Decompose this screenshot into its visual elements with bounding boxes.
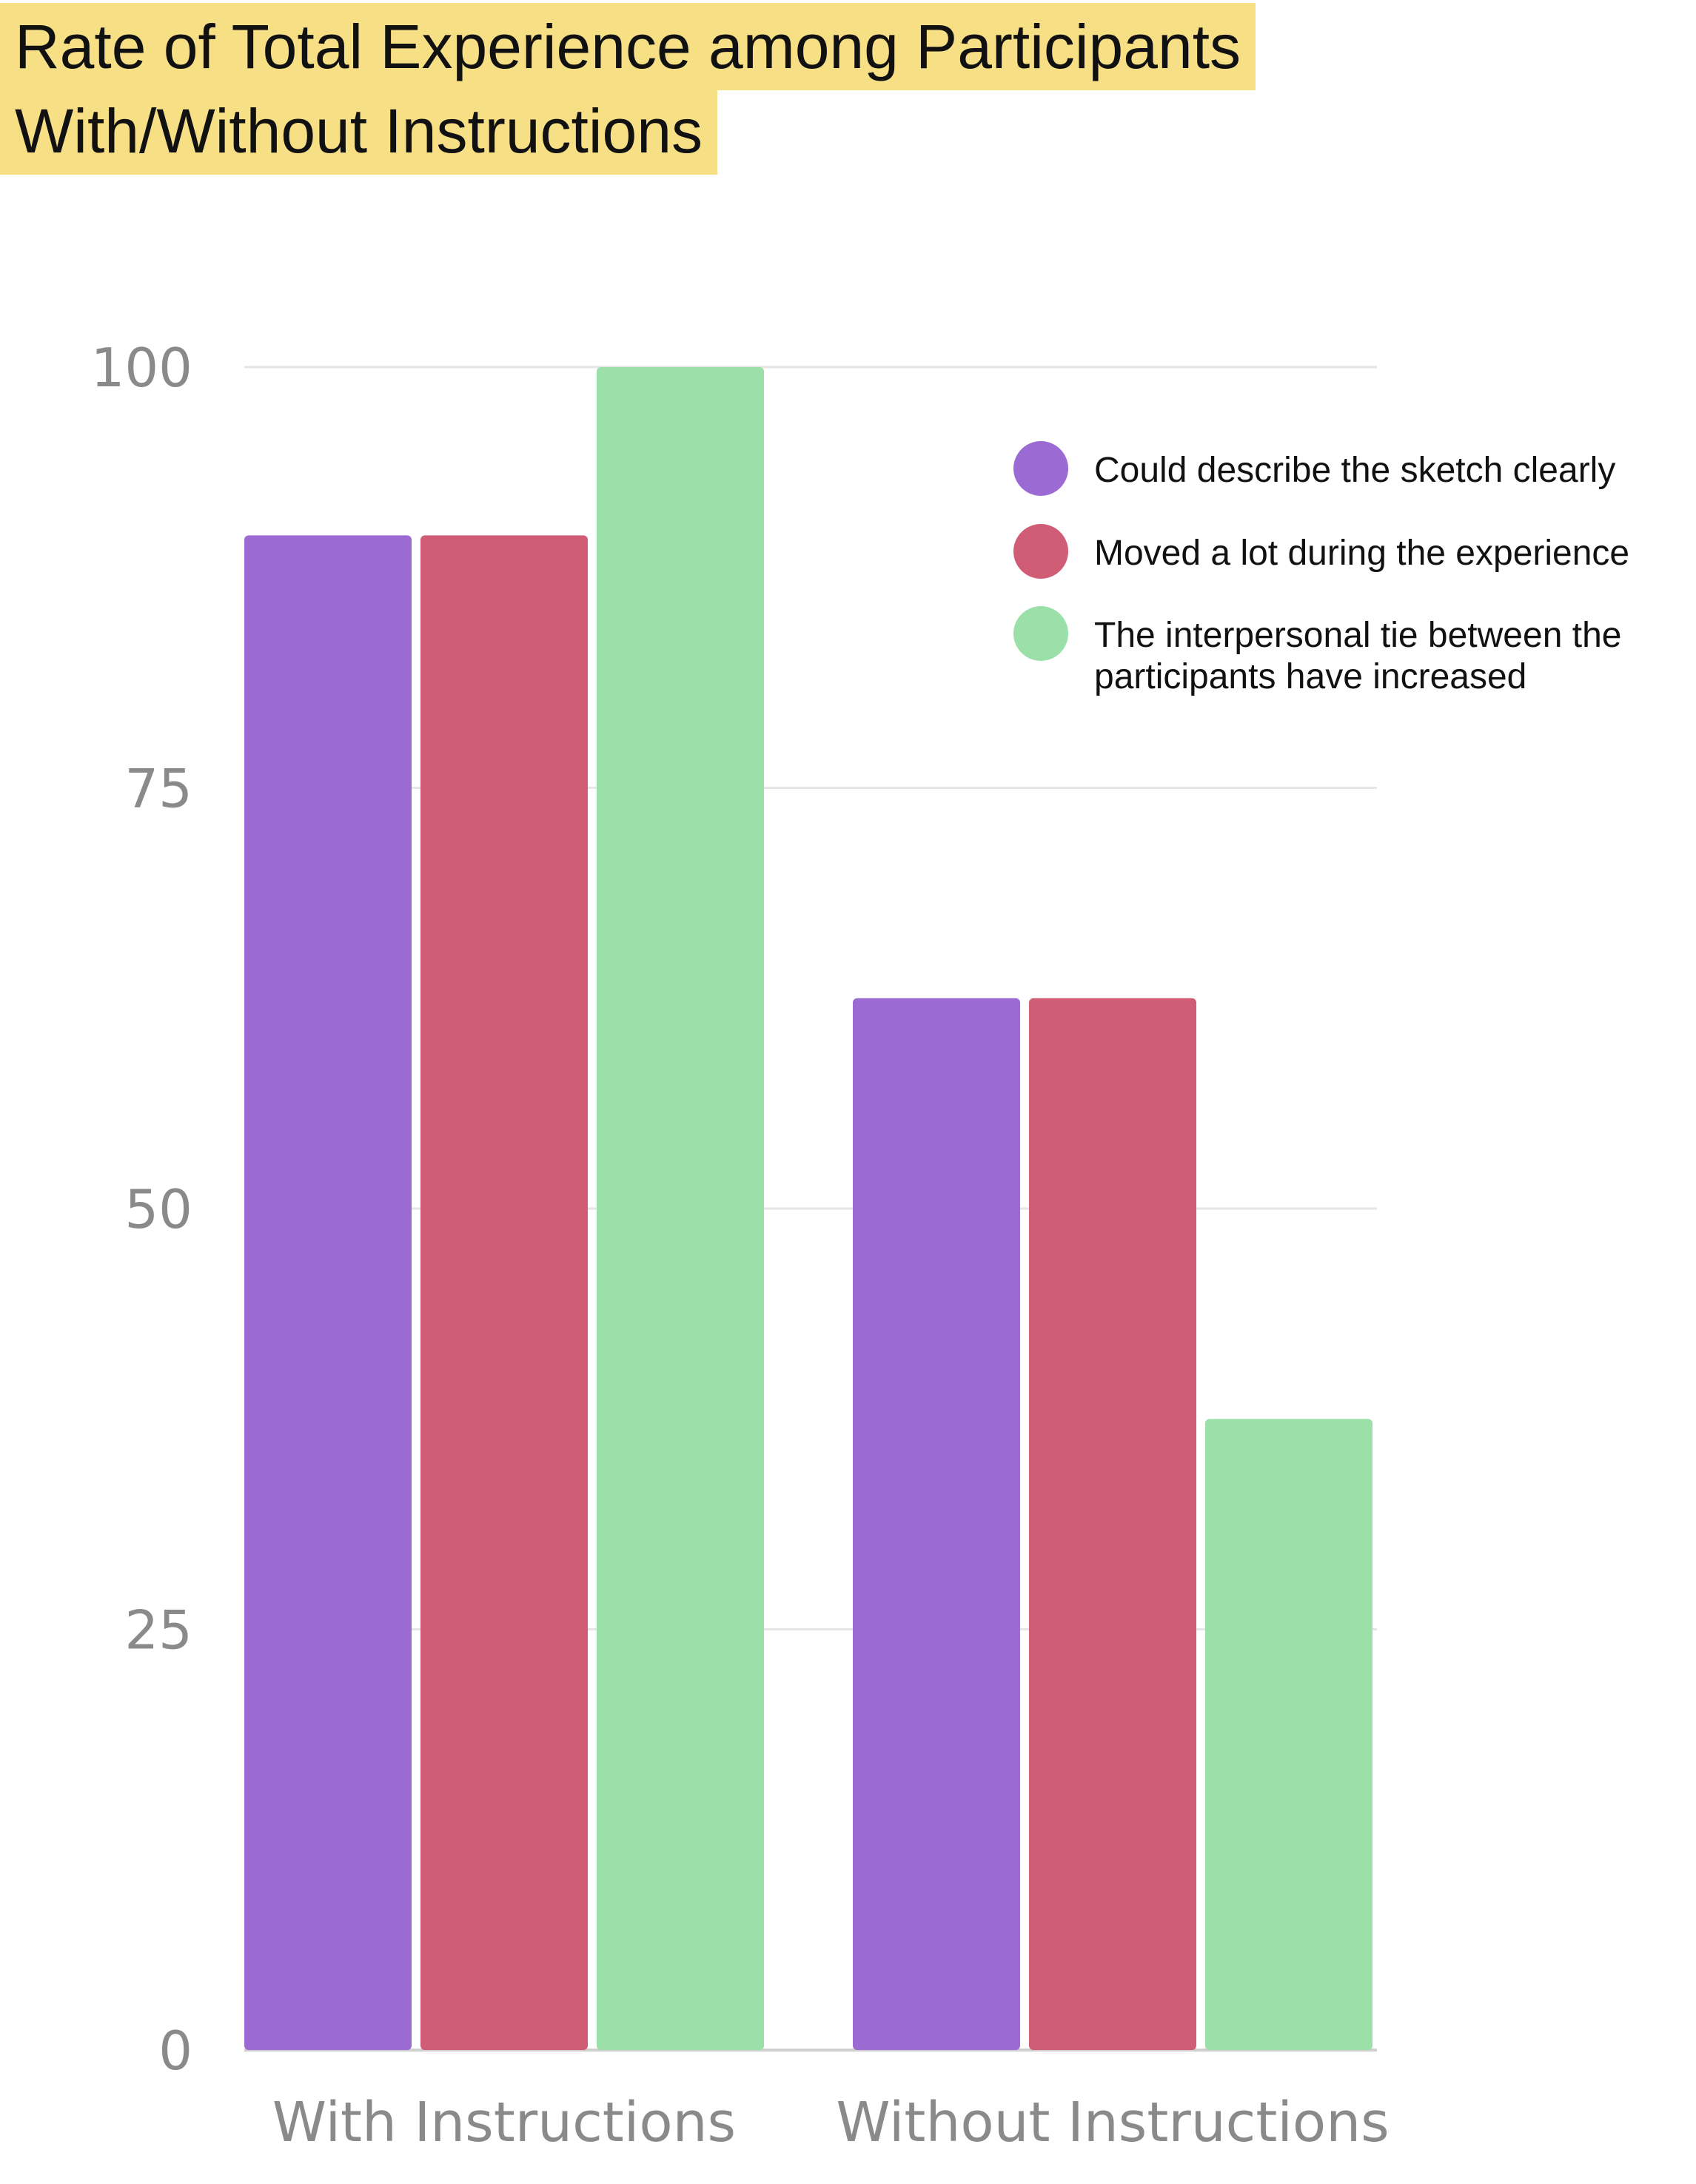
y-tick-label: 75 xyxy=(124,758,192,820)
bar xyxy=(853,998,1020,2050)
bar xyxy=(420,535,588,2050)
legend-label: Moved a lot during the experience xyxy=(1094,534,1629,573)
x-tick-label: With Instructions xyxy=(272,2091,736,2154)
chart-title-line-2: With/Without Instructions xyxy=(0,87,717,175)
chart-title-line-1: Rate of Total Experience among Participa… xyxy=(0,3,1256,90)
legend-label: The interpersonal tie between the xyxy=(1094,616,1621,655)
y-tick-label: 100 xyxy=(91,337,192,399)
legend-label: participants have increased xyxy=(1094,657,1526,696)
legend-marker xyxy=(1013,441,1068,496)
bar xyxy=(244,535,412,2050)
x-tick-label: Without Instructions xyxy=(836,2091,1389,2154)
y-tick-label: 50 xyxy=(124,1178,192,1240)
bar xyxy=(597,367,764,2050)
legend-marker xyxy=(1013,606,1068,661)
bar xyxy=(1029,998,1196,2050)
y-tick-label: 0 xyxy=(158,2020,192,2082)
legend-label: Could describe the sketch clearly xyxy=(1094,451,1615,490)
y-tick-label: 25 xyxy=(124,1599,192,1661)
legend-marker xyxy=(1013,524,1068,579)
bar xyxy=(1205,1419,1372,2050)
